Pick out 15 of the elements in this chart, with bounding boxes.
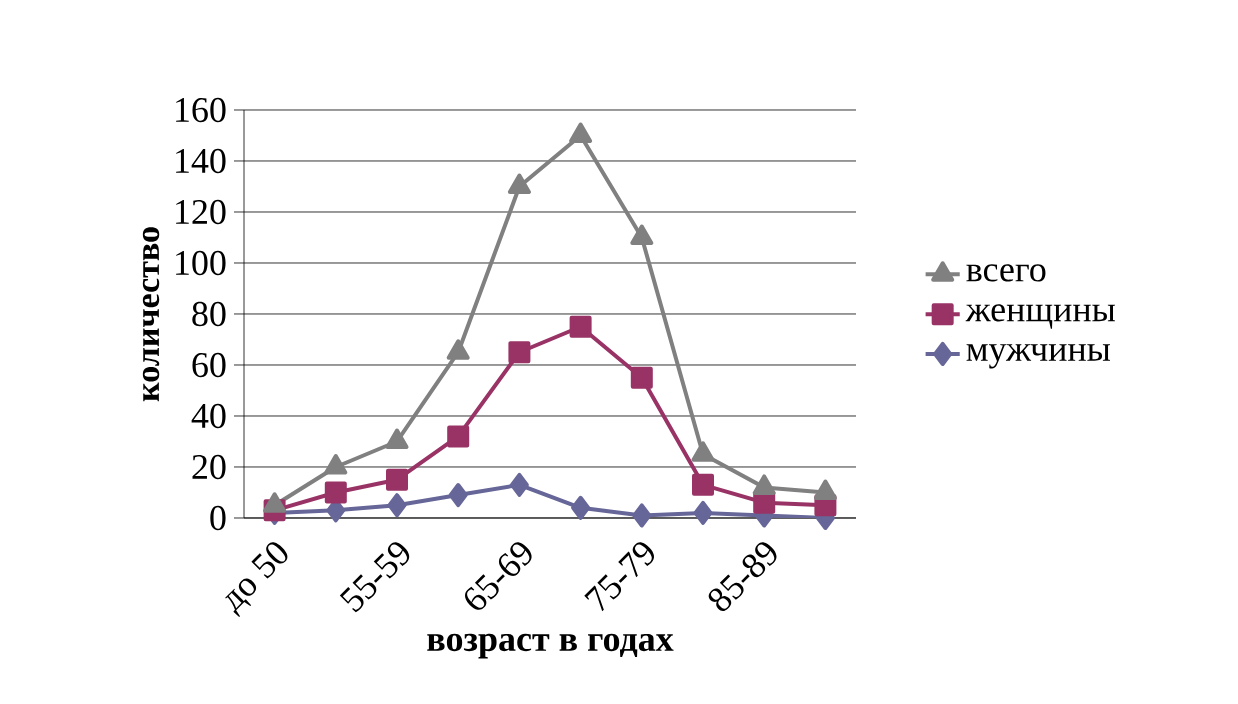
y-tick-label: 0: [210, 505, 226, 531]
y-tick-label: 80: [192, 301, 226, 327]
y-tick-label: 120: [176, 199, 226, 225]
y-tick-label: 140: [176, 148, 226, 174]
y-tick-label: 160: [176, 97, 226, 123]
x-tick-label: до 50: [225, 542, 288, 618]
legend-label: мужчины: [966, 344, 1111, 369]
y-tick-label: 100: [176, 250, 226, 276]
x-axis-title: возраст в годах: [427, 633, 674, 659]
y-axis-title: количество: [142, 227, 160, 402]
y-tick-label: 20: [192, 454, 226, 480]
legend-label: всего: [966, 264, 1046, 282]
y-tick-label: 60: [192, 352, 226, 378]
y-tick-label: 40: [191, 403, 226, 429]
legend-label: женщины: [965, 304, 1115, 329]
